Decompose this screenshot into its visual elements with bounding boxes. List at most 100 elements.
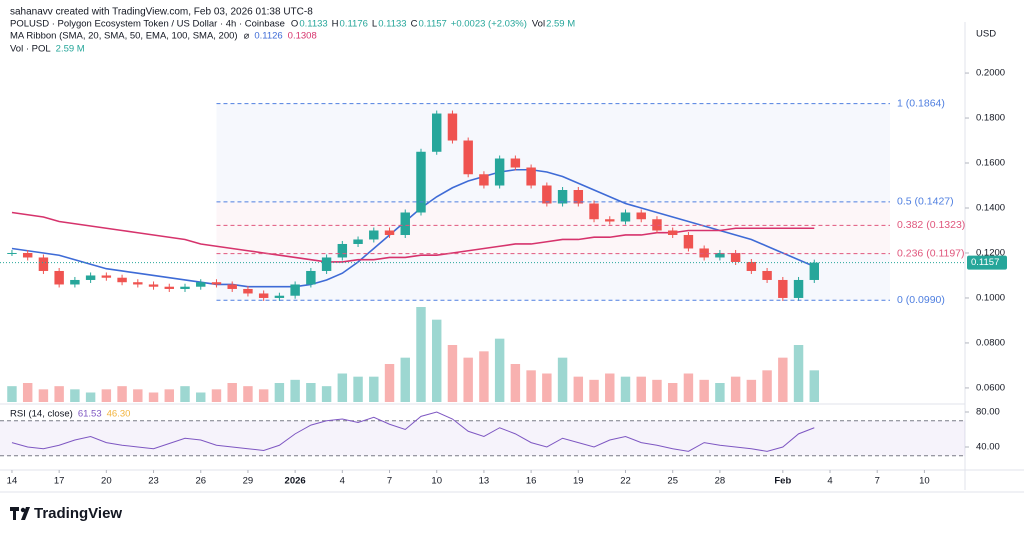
candle-body [321, 257, 332, 271]
candle-body [211, 282, 222, 285]
volume-bar [715, 383, 725, 402]
candle-body [416, 151, 426, 213]
candle-body [227, 284, 237, 289]
volume-bar [274, 383, 285, 402]
candle-body [101, 275, 112, 278]
brand-logo [10, 507, 30, 520]
candle-body [589, 203, 599, 220]
volume-bar [101, 389, 112, 402]
legend-text: 0.1176 [340, 19, 368, 30]
candle-body [22, 252, 33, 258]
candle-body [573, 190, 584, 204]
currency: USD [976, 29, 996, 40]
y-tick-label: 0.1200 [976, 247, 1005, 258]
rsi-tick-label: 40.00 [976, 442, 1000, 453]
volume-bar [384, 364, 395, 402]
y-tick-label: 0.1600 [976, 158, 1005, 169]
candle-body [510, 158, 521, 168]
y-tick-label: 0.1800 [976, 113, 1005, 124]
candle-body [494, 158, 505, 186]
x-tick-label: 20 [101, 476, 112, 487]
x-tick-label: 2026 [285, 476, 306, 487]
plot-area [7, 103, 891, 402]
x-tick-label: 7 [387, 476, 392, 487]
volume-bar [510, 364, 521, 402]
volume-bar [432, 319, 442, 402]
x-tick-label: 23 [148, 476, 159, 487]
volume-bar [605, 373, 615, 402]
candle-body [180, 286, 190, 289]
volume-bar [778, 357, 788, 402]
volume-bar [337, 373, 348, 402]
volume-bar [400, 357, 410, 402]
candle-body [369, 230, 379, 240]
candle-body [7, 252, 17, 254]
volume-bar [557, 357, 568, 402]
volume-bar [526, 370, 536, 402]
candle-body [762, 270, 772, 280]
legend-text: +0.0023 (+2.03%) [451, 19, 527, 30]
credit: sahanavv created with TradingView.com, F… [10, 7, 313, 18]
x-tick-label: 7 [875, 476, 880, 487]
candle-body [746, 261, 757, 271]
x-tick-label: 10 [919, 476, 930, 487]
candle-body [730, 252, 741, 262]
volume-bar [447, 345, 458, 402]
legend-text: 0.1157 [418, 19, 446, 30]
candle-body [715, 252, 725, 258]
price-tag-label: 0.1157 [971, 257, 999, 268]
candle-body [683, 234, 694, 249]
candle-body [542, 185, 552, 204]
rsi-line [11, 411, 815, 452]
legend-text: 46.30 [107, 409, 131, 420]
y-tick-label: 0.1400 [976, 203, 1005, 214]
candle-body [196, 282, 206, 287]
candle-body [557, 190, 568, 204]
fib-label: 0.236 (0.1197) [897, 247, 965, 259]
fib-zone [216, 225, 891, 254]
volume-bar [243, 386, 253, 402]
legend-text: MA Ribbon (SMA, 20, SMA, 50, EMA, 100, S… [10, 31, 238, 42]
legend-text: C [411, 19, 418, 30]
candle-body [384, 230, 395, 235]
legend-text: L [372, 19, 377, 30]
fib-zone [216, 201, 891, 226]
volume-bar [746, 379, 757, 402]
x-tick-label: 10 [431, 476, 442, 487]
legend-text: 61.53 [78, 409, 102, 420]
legend-text: 0.1133 [299, 19, 327, 30]
legend-text: 0.1133 [378, 19, 406, 30]
volume-bar [542, 373, 552, 402]
volume-bar [809, 370, 820, 402]
volume-bar [494, 338, 505, 402]
volume-bar [762, 370, 772, 402]
volume-bar [164, 389, 174, 402]
volume-bar [667, 383, 678, 402]
volume-bar [416, 307, 426, 402]
x-tick-label: 4 [340, 476, 345, 487]
x-tick-label: Feb [774, 476, 791, 487]
y-tick-label: 0.2000 [976, 68, 1005, 79]
volume-bar [22, 383, 33, 402]
fib-label: 0.382 (0.1323) [897, 219, 965, 231]
legend-text: 2.59 M [546, 19, 575, 30]
candle-body [447, 113, 458, 141]
legend-text: H [332, 19, 339, 30]
volume-bar [70, 389, 80, 402]
volume-bar [227, 383, 237, 402]
candle-body [258, 293, 269, 298]
legend-text: RSI (14, close) [10, 409, 73, 420]
legend-text: 0.1308 [288, 31, 317, 42]
volume-bar [180, 386, 190, 402]
candle-body [793, 279, 804, 298]
x-tick-label: 26 [195, 476, 206, 487]
candle-body [479, 174, 489, 186]
candle-body [620, 212, 631, 222]
volume-bar [148, 392, 159, 402]
candle-body [306, 270, 316, 285]
volume-bar [463, 357, 473, 402]
candle-body [117, 277, 127, 283]
x-tick-label: 4 [827, 476, 832, 487]
candle-body [463, 140, 473, 175]
candle-body [337, 243, 348, 258]
